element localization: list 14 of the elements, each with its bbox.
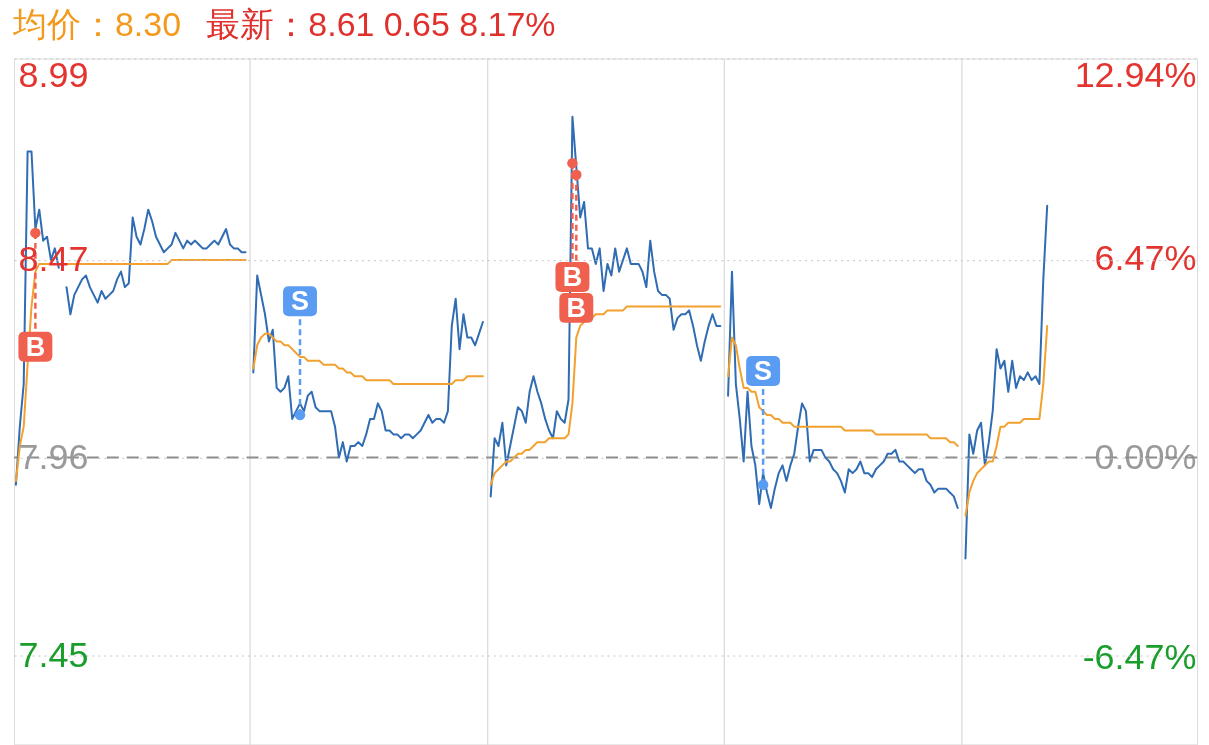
text: S <box>291 286 309 317</box>
text: B <box>562 261 583 292</box>
y-tick-label: 7.45 <box>18 633 89 675</box>
y2-tick-label: 6.47% <box>1094 236 1197 278</box>
text: B <box>25 331 46 362</box>
y-tick-label: 7.96 <box>18 436 89 478</box>
chart-subtitle: 最新：8.61 0.65 8.17% <box>206 4 556 43</box>
y2-tick-label: -6.47% <box>1082 635 1197 677</box>
legend-label: B <box>566 292 587 323</box>
text: S <box>754 355 773 386</box>
y2-tick-label: 12.94% <box>1074 53 1197 95</box>
y-tick-label: 8.99 <box>18 53 89 95</box>
chart-title: 均价：8.30 <box>11 4 182 43</box>
y2-tick-label: 0.00% <box>1094 436 1197 478</box>
